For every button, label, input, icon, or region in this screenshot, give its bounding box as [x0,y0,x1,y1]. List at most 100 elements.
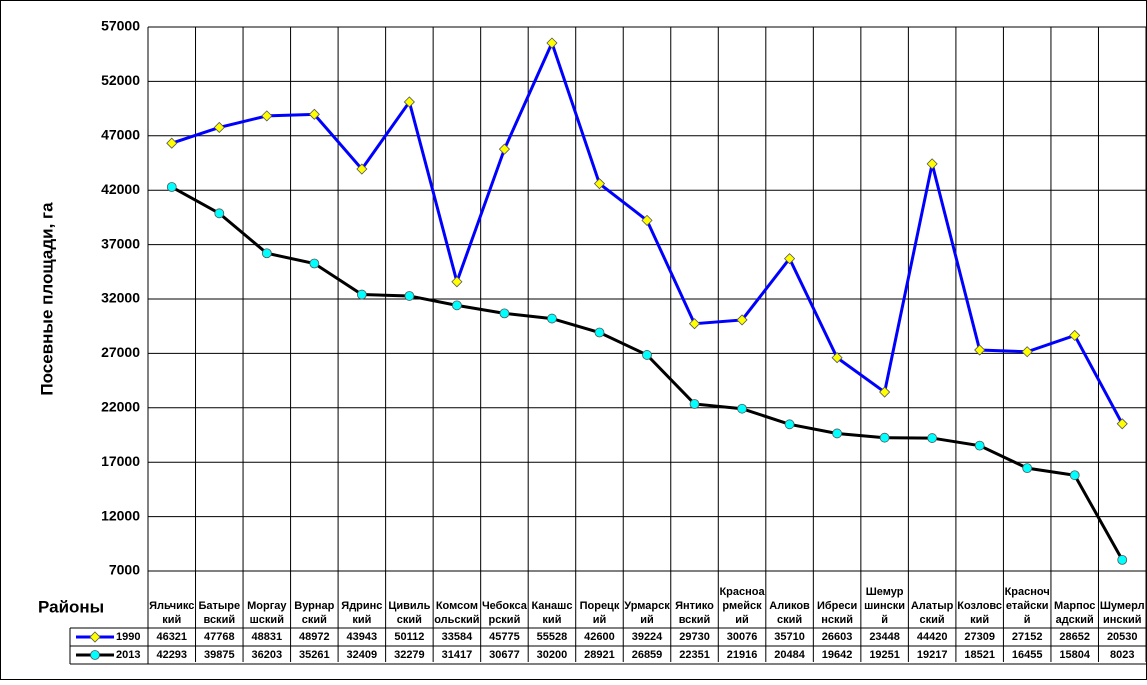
data-point [1021,346,1033,358]
table-value: 20484 [774,649,805,661]
data-point [1022,463,1033,474]
data-point [309,258,320,269]
x-tick-label: Чебоксарский [481,600,527,626]
x-tick-label: Яльчикский [149,600,195,626]
table-value: 20530 [1107,631,1138,643]
data-point [1116,418,1128,430]
table-value: 19217 [917,649,948,661]
table-value: 28652 [1059,631,1090,643]
data-point [831,352,843,364]
data-point [974,440,985,451]
legend-marker [90,650,100,660]
x-tick-label: Канашский [531,600,573,626]
table-value: 35261 [299,649,330,661]
table-value: 42293 [156,649,187,661]
data-point [689,399,700,409]
table-value: 30677 [489,649,520,661]
category-label-box: Канашский [531,600,573,626]
table-value: 46321 [156,631,187,643]
y-tick-label: 37000 [101,235,140,251]
category-label-box: Красночетайский [1004,586,1050,626]
category-label-box: Яльчикский [149,600,195,626]
y-tick-label: 22000 [101,399,140,415]
data-point [879,386,891,398]
y-tick-label: 47000 [101,127,140,143]
table-value: 28921 [584,649,615,661]
data-point [261,248,272,259]
table-value: 39224 [632,631,663,643]
table-value: 19642 [822,649,853,661]
data-point [1117,554,1128,565]
data-point [926,158,938,170]
table-value: 31417 [442,649,473,661]
category-label-box: Урмарский [624,600,669,626]
data-point [547,313,557,324]
table-value: 18521 [964,649,995,661]
table-value: 36203 [252,649,283,661]
category-label-box: Шемуршинский [864,586,906,626]
data-point [166,137,178,149]
data-point [498,143,510,155]
data-point [737,403,747,414]
table-value: 26859 [632,649,663,661]
table-value: 55528 [537,631,568,643]
data-point [642,350,652,360]
category-label-box: Марпосадский [1054,600,1095,626]
table-value: 21916 [727,649,758,661]
y-tick-label: 7000 [109,562,140,578]
data-point [736,314,748,326]
data-point [832,428,842,439]
table-value: 47768 [204,631,235,643]
table-value: 39875 [204,649,235,661]
category-label-box: Козловский [957,600,1003,626]
table-value: 32279 [394,649,425,661]
category-label-box: Цивильский [388,600,431,626]
x-tick-label: Красночетайский [1004,586,1050,626]
y-tick-label: 32000 [101,290,140,306]
category-label-box: Алатырский [910,600,954,626]
y-axis-label: Посевные площади, га [37,202,56,396]
data-point [403,96,415,108]
x-tick-label: Цивильский [388,600,431,626]
data-point [404,291,415,301]
data-point [213,121,225,134]
x-tick-label: Вурнарский [294,600,335,626]
x-tick-label: Красноармейский [719,586,765,626]
x-tick-label: Ибресинский [816,600,858,626]
category-label-box: Чебоксарский [481,600,527,626]
table-value: 29730 [679,631,710,643]
table-value: 27309 [964,631,995,643]
y-tick-label: 52000 [101,72,140,88]
category-label-box: Шумерлинский [1099,600,1145,626]
x-tick-label: Порецкий [579,600,620,626]
category-label-box: Порецкий [579,600,620,626]
table-value: 33584 [442,631,473,643]
data-point [1069,470,1080,481]
x-axis-label: Районы [38,597,104,616]
table-value: 30200 [537,649,568,661]
category-label-box: Красноармейский [719,586,765,626]
x-tick-label: Шумерлинский [1099,600,1145,626]
table-value: 35710 [774,631,805,643]
table-value: 27152 [1012,631,1043,643]
legend-label: 1990 [116,631,140,643]
data-point [593,178,606,190]
x-tick-label: Шемуршинский [864,586,906,626]
legend-marker [89,631,101,643]
data-point [641,214,653,226]
table-value: 48831 [252,631,283,643]
category-label-box: Вурнарский [294,600,335,626]
table-value: 43943 [347,631,378,643]
x-tick-label: Аликовский [769,600,810,626]
data-point [784,419,795,430]
y-tick-label: 17000 [101,453,140,469]
x-tick-label: Батыревский [198,600,241,626]
table-value: 44420 [917,631,948,643]
table-value: 15804 [1059,649,1090,661]
data-point [356,289,367,300]
legend-label: 2013 [116,649,140,661]
x-tick-label: Алатырский [910,600,954,626]
x-tick-label: Козловский [957,600,1003,626]
table-value: 30076 [727,631,758,643]
